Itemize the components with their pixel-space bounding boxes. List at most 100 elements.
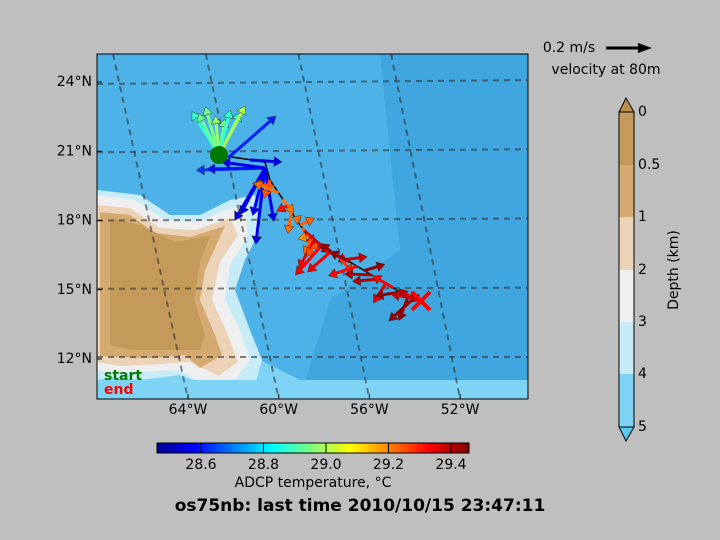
vector-head: [372, 275, 383, 285]
depth-tick-label: 2: [638, 262, 647, 278]
vector-shaft: [352, 272, 372, 277]
colorbar-frame: [618, 111, 635, 428]
vector-head: [291, 215, 302, 226]
title: os75nb: last time 2010/10/15 23:47:11: [175, 496, 546, 516]
lon-grid-line: [297, 54, 371, 399]
vector-shaft: [242, 167, 267, 209]
temperature-tick-label: 29.0: [310, 457, 341, 473]
map-area: [97, 54, 528, 399]
vector-shaft: [255, 167, 267, 237]
vector-shaft: [263, 167, 275, 214]
velocity-vectors: [191, 105, 422, 322]
vector-head: [390, 290, 401, 302]
lon-label: 60°W: [259, 402, 298, 418]
lat-label: 21°N: [57, 143, 92, 159]
lat-label: 18°N: [57, 213, 92, 229]
lon-grid-line: [112, 54, 189, 399]
vector-shaft: [281, 198, 290, 208]
south-water: [97, 380, 528, 399]
vector-shaft: [227, 120, 271, 160]
vector-head: [197, 112, 208, 124]
temperature-tick-label: 28.8: [248, 457, 279, 473]
vector-head: [253, 180, 264, 191]
lat-grid-line: [97, 148, 528, 154]
vector-shaft: [283, 204, 288, 209]
vector-head: [351, 275, 362, 287]
lat-label: 15°N: [57, 282, 92, 298]
vector-shaft: [336, 253, 351, 264]
lon-grid-line: [390, 54, 462, 399]
temperature-tick-label: 28.6: [185, 457, 216, 473]
vector-head: [234, 210, 244, 221]
lon-label: 56°W: [350, 402, 389, 418]
lat-grid-line: [97, 79, 528, 85]
vector-shaft: [299, 246, 322, 271]
vector-head: [320, 243, 331, 254]
vector-head: [206, 163, 216, 175]
lon-grid-line: [204, 54, 280, 399]
vector-shaft: [287, 211, 293, 227]
land-high: [110, 218, 210, 350]
vector-head: [374, 289, 385, 301]
map-frame: [96, 53, 529, 400]
vector-head: [210, 115, 222, 125]
colorbar-band: [619, 217, 634, 270]
vector-head: [388, 311, 399, 322]
vector-head: [273, 156, 283, 167]
depth-label: Depth (km): [666, 230, 682, 310]
scale-arrow-head: [638, 43, 652, 53]
vector-head: [223, 109, 234, 120]
vector-head: [327, 268, 338, 279]
vector-head: [191, 111, 201, 122]
vector-head: [358, 252, 368, 264]
temperature-colorbar: [156, 442, 470, 454]
colorbar-band: [619, 270, 634, 322]
lat-label: 12°N: [57, 351, 92, 367]
end-label: end: [104, 382, 133, 398]
vector-shaft: [306, 238, 313, 248]
scale-speed: 0.2 m/s: [543, 40, 595, 56]
vector-head: [249, 206, 261, 217]
vector-head: [304, 216, 316, 227]
depth-tick-label: 0: [638, 104, 647, 120]
colorbar-band: [619, 374, 634, 427]
vector-shaft: [363, 265, 378, 273]
vector-shaft: [335, 264, 358, 275]
temperature-tick-label: 29.4: [435, 457, 466, 473]
vector-head: [261, 188, 272, 199]
colorbar-band: [619, 165, 634, 217]
vector-head: [266, 115, 277, 126]
vector-head: [195, 164, 205, 176]
vector-head: [306, 246, 316, 257]
lat-grid-line: [97, 286, 528, 290]
lat-grid-line: [97, 217, 528, 222]
vector-head: [297, 231, 308, 243]
vector-head: [202, 106, 213, 117]
deep-ocean: [300, 54, 528, 399]
vector-head: [375, 261, 386, 272]
vector-shaft: [393, 296, 416, 317]
vector-shaft: [260, 184, 280, 195]
end-marker: [410, 290, 432, 312]
depth-tick-label: 5: [638, 419, 647, 435]
temperature-tick-label: 29.2: [373, 457, 404, 473]
vector-head: [283, 224, 295, 235]
vector-shaft: [310, 244, 317, 251]
vector-head: [307, 262, 318, 273]
lon-label: 52°W: [441, 402, 480, 418]
vector-head: [284, 203, 295, 214]
vector-shaft: [312, 251, 331, 268]
vector-shaft: [398, 294, 418, 301]
vector-shaft: [299, 220, 308, 227]
depth-tick-label: 3: [638, 314, 647, 330]
temperature-label: ADCP temperature, °C: [235, 475, 392, 491]
vector-head: [396, 310, 407, 322]
depth-colorbar: [618, 96, 635, 443]
vector-head: [236, 105, 247, 116]
scale-caption: velocity at 80m: [551, 62, 660, 78]
vector-head: [239, 204, 250, 215]
vector-head: [251, 235, 263, 245]
depth-tick-label: 4: [638, 366, 647, 382]
